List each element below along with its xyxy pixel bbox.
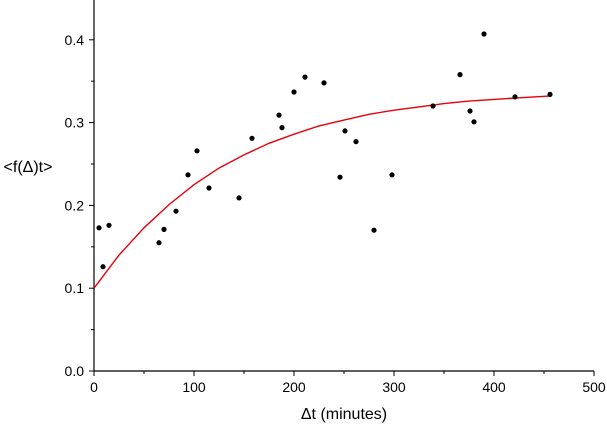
x-tick-label: 0 (90, 379, 98, 395)
y-tick-label: 0.2 (65, 197, 85, 213)
data-point (342, 128, 348, 134)
data-point (371, 227, 377, 233)
data-point (173, 208, 179, 214)
data-point (206, 185, 212, 191)
y-ticks: 0.0 0.1 0.2 0.3 0.4 (65, 32, 94, 379)
data-point (353, 139, 359, 145)
data-point (185, 172, 191, 178)
data-point (161, 226, 167, 232)
points-layer (96, 31, 553, 270)
x-tick-label: 500 (582, 379, 606, 395)
data-point (467, 108, 473, 114)
data-point (276, 112, 282, 118)
x-axis-title: Δt (minutes) (301, 406, 387, 423)
data-point (321, 80, 327, 86)
data-point (96, 225, 102, 231)
data-point (457, 72, 463, 78)
data-point (106, 222, 112, 228)
data-point (279, 125, 285, 131)
data-point (547, 91, 553, 97)
x-tick-label: 300 (382, 379, 406, 395)
y-tick-label: 0.4 (65, 32, 85, 48)
data-point (481, 31, 487, 37)
data-point (291, 89, 297, 95)
y-tick-label: 0.3 (65, 115, 85, 131)
data-point (249, 135, 255, 141)
x-tick-label: 400 (482, 379, 506, 395)
data-point (156, 240, 162, 246)
data-point (389, 172, 395, 178)
plot-area: 0 100 200 300 400 500 0.0 0.1 0.2 0.3 0.4 (65, 0, 606, 395)
x-tick-label: 200 (282, 379, 306, 395)
data-point (194, 148, 200, 154)
data-point (430, 103, 436, 109)
y-tick-label: 0.0 (65, 363, 85, 379)
data-point (512, 94, 518, 100)
x-ticks: 0 100 200 300 400 500 (90, 371, 606, 395)
fit-curve (93, 95, 550, 289)
data-point (100, 264, 106, 270)
data-point (471, 119, 477, 125)
data-point (337, 174, 343, 180)
data-point (302, 74, 308, 80)
y-tick-label: 0.1 (65, 280, 85, 296)
fit-line-layer (93, 95, 550, 289)
data-point (236, 195, 242, 201)
y-axis-title: <f(Δ)t> (4, 159, 53, 176)
x-tick-label: 100 (182, 379, 206, 395)
